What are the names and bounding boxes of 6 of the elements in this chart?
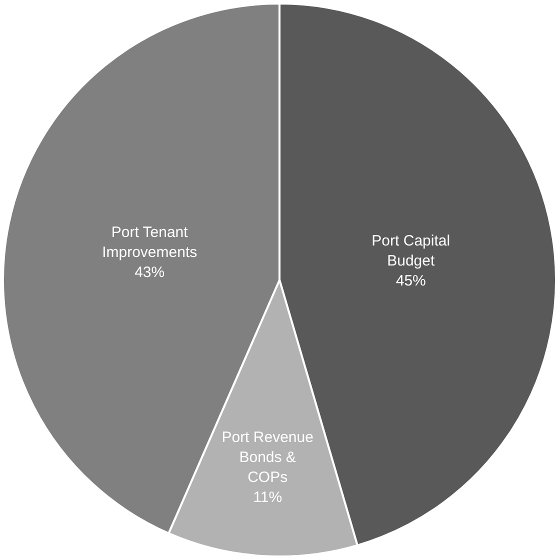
data-label: 11% [253, 488, 282, 506]
slice-label: Port Tenant Improvements [102, 224, 198, 261]
data-label: 43% [134, 264, 165, 281]
slice-label: Port Capital Budget [372, 232, 450, 270]
slice-label: Port Revenue Bonds & COPs [222, 428, 314, 486]
data-label: 45% [396, 272, 426, 290]
